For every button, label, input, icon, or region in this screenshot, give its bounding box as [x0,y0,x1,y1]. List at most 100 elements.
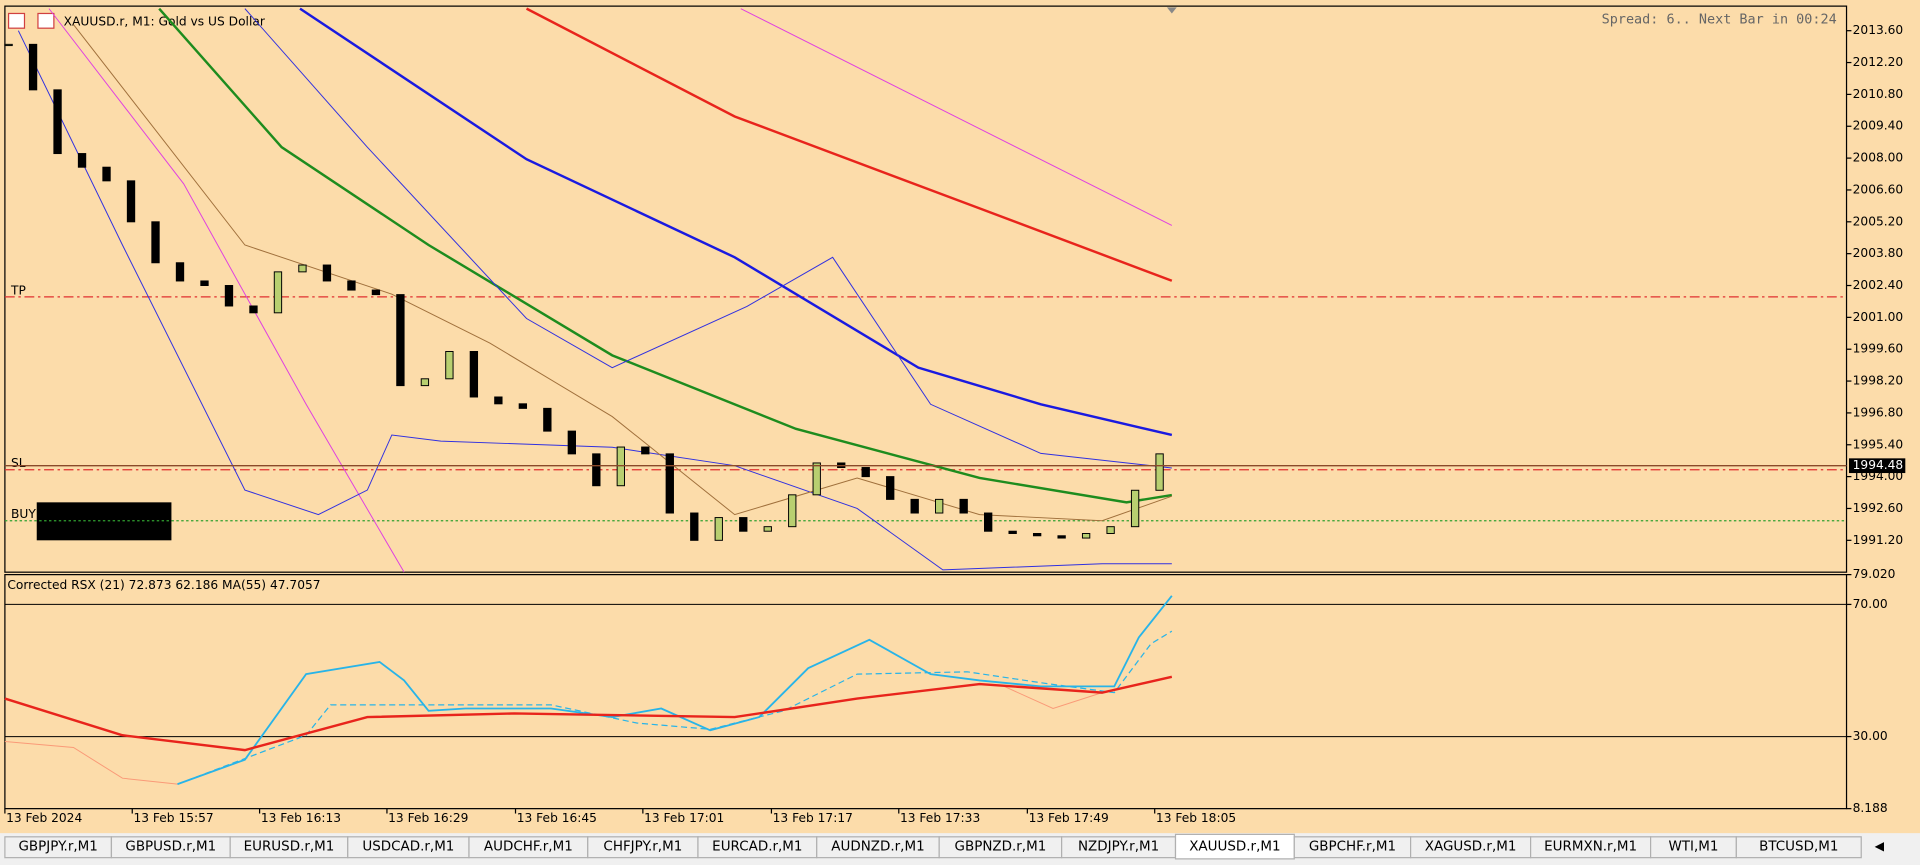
tab-label[interactable]: AUDNZD.r,M1 [831,839,924,855]
y-tick-label: 2010.80 [1853,87,1904,101]
candle [126,180,136,223]
tab-bar: GBPJPY.r,M1 GBPUSD.r,M1 EURUSD.r,M1 USDCAD.… [0,833,1920,865]
tab-label[interactable]: WTI,M1 [1668,839,1718,855]
candle [28,43,38,91]
y-tick-label: 2003.80 [1853,246,1904,260]
candle [102,166,111,182]
candle [543,407,552,432]
chart-icons [7,12,55,29]
candle [935,498,944,514]
tab-label[interactable]: XAGUSD.r,M1 [1425,839,1517,855]
candle [371,289,381,296]
candle [53,89,62,155]
icon [7,12,26,29]
candle [1057,535,1066,539]
candle [1081,533,1091,539]
candle [1130,489,1140,528]
symbol-title: XAUUSD.r, M1: Gold vs US Dollar [64,15,266,29]
candle [273,271,283,314]
candle [788,494,797,528]
candle [494,396,503,405]
x-tick-label: 13 Feb 16:45 [517,811,597,825]
y-tick-label: 2009.40 [1853,119,1904,133]
y-tick-label: 1998.20 [1853,374,1904,388]
indicator-line [48,8,405,573]
tab-label[interactable]: BTCUSD,M1 [1759,839,1838,855]
y-tick-label: 8.188 [1853,801,1888,815]
bid-tag [1848,458,1906,474]
x-tick-label: 13 Feb 16:13 [261,811,341,825]
y-tick-label: 2008.00 [1853,151,1904,165]
candle [592,453,601,487]
tab-label[interactable]: AUDCHF.r,M1 [484,839,573,855]
x-tick-label: 13 Feb 2024 [6,811,82,825]
indicator-line [158,7,1173,504]
indicator-line [17,30,1172,571]
y-tick-label: 1991.20 [1853,533,1904,547]
x-tick-label: 13 Feb 17:49 [1029,811,1109,825]
tab-label[interactable]: GBPUSD.r,M1 [125,839,216,855]
y-tick-label: 30.00 [1853,729,1888,743]
candle [959,498,968,514]
indicator-line [4,741,178,785]
tab[interactable] [1174,833,1295,860]
candle [1032,533,1042,537]
candle [984,512,993,532]
candle [298,264,307,273]
candle [861,467,870,478]
tab-label[interactable]: NZDJPY.r,M1 [1078,839,1159,855]
candle [1155,453,1164,491]
tab-label[interactable]: EURCAD.r,M1 [712,839,802,855]
tab-label[interactable]: CHFJPY.r,M1 [603,839,682,855]
candle [396,294,405,387]
tab-label[interactable]: GBPNZD.r,M1 [955,839,1047,855]
indicator-title: Corrected RSX (21) 72.873 62.186 MA(55) … [7,578,320,592]
tab-label[interactable]: XAUUSD.r,M1 [1189,839,1280,855]
candle [714,517,723,541]
tab-label[interactable]: EURMXN.r,M1 [1544,839,1637,855]
shift-marker [1166,7,1177,14]
x-tick-label: 13 Feb 17:33 [900,811,980,825]
candle [910,498,919,514]
x-tick-label: 13 Feb 18:05 [1156,811,1236,825]
candle [224,285,234,307]
x-tick-label: 13 Feb 17:01 [644,811,724,825]
candle [1008,530,1017,534]
tab-label[interactable]: EURUSD.r,M1 [244,839,335,855]
y-tick-label: 70.00 [1853,597,1888,611]
tab-label[interactable]: USDCAD.r,M1 [362,839,454,855]
y-tick-label: 2005.20 [1853,214,1904,228]
y-tick-label: 1996.80 [1853,405,1904,419]
tab-label[interactable]: GBPCHF.r,M1 [1309,839,1396,855]
candle [4,43,13,47]
candle [347,280,356,291]
main-pane [4,5,1848,573]
level-label: BUY [11,507,36,521]
candle [77,153,87,168]
x-tick-label: 13 Feb 15:57 [133,811,213,825]
candle [739,517,748,532]
y-tick-label: 2001.00 [1853,310,1904,324]
level-label: TP [10,283,26,297]
candle [200,280,209,287]
candle [567,430,576,455]
candle [175,262,185,282]
indicator-line [740,8,1173,226]
candle [151,221,160,264]
tab-label[interactable]: GBPJPY.r,M1 [18,839,97,855]
scroll-left[interactable]: ◀ [1875,839,1885,853]
y-tick-label: 2006.60 [1853,182,1904,196]
x-tick-label: 13 Feb 17:17 [773,811,853,825]
icon [37,12,55,29]
candle [690,512,699,541]
x-tick-label: 13 Feb 16:29 [388,811,468,825]
candle [665,453,674,514]
indicator-line [177,630,1173,785]
y-tick-label: 1992.60 [1853,501,1904,515]
candle [812,462,821,496]
bid-label: 1994.48 [1853,458,1904,472]
candle [518,403,528,409]
tab[interactable] [1735,836,1862,859]
y-tick-label: 2012.20 [1853,55,1904,69]
